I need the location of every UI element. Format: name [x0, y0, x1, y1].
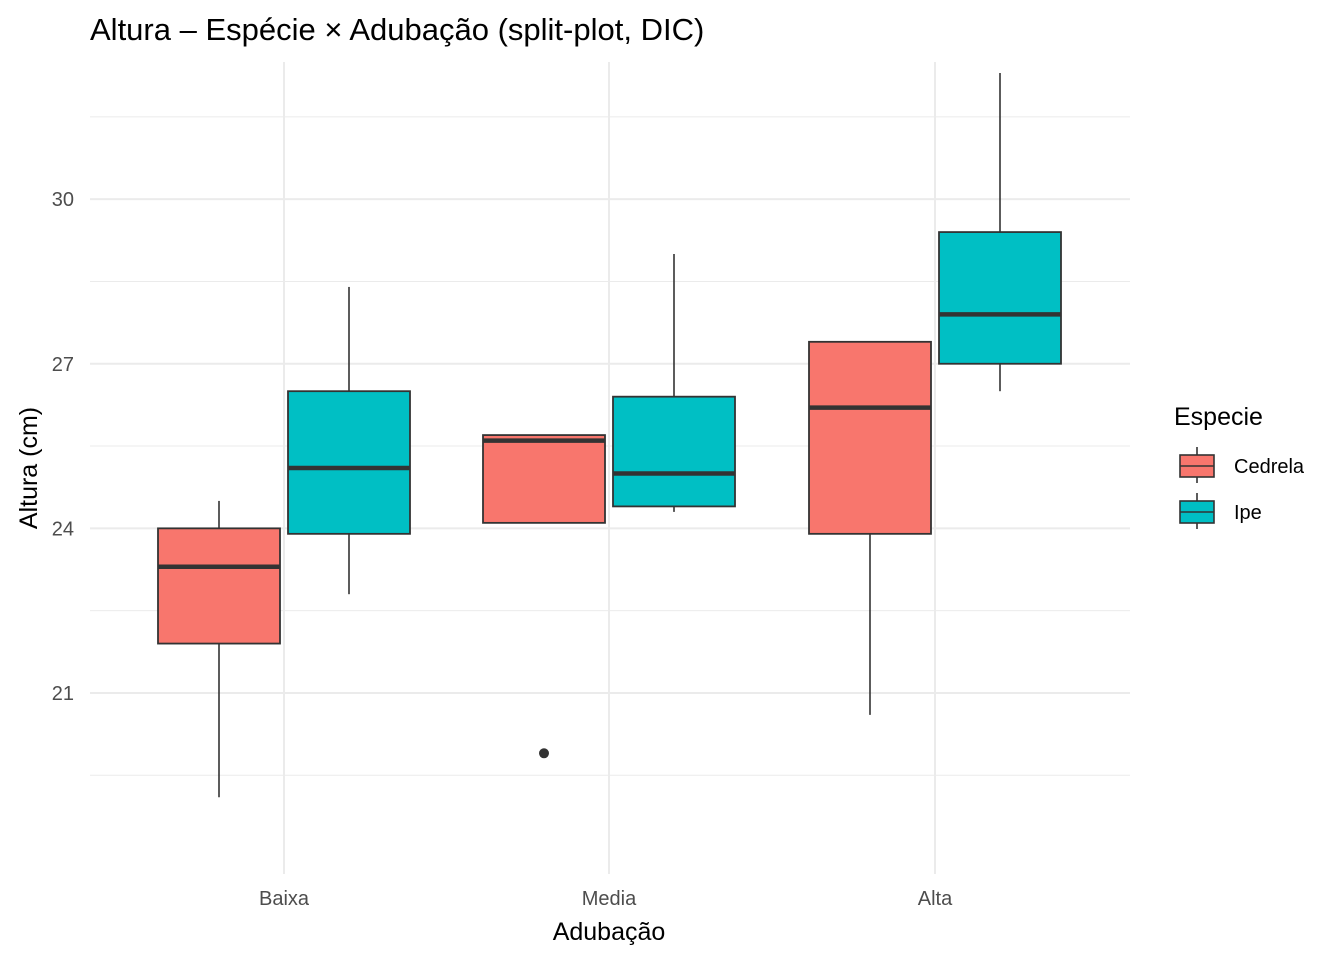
grid	[90, 62, 1130, 874]
axis-ticks: 21 24 27 30 Baixa Media Alta	[52, 189, 953, 910]
legend-label: Ipe	[1234, 502, 1262, 524]
box-iqr	[612, 395, 736, 508]
x-axis-title: Adubação	[553, 918, 666, 946]
y-tick-label: 30	[52, 189, 74, 211]
legend-item-cedrela: Cedrela	[1179, 447, 1305, 483]
box-iqr	[482, 434, 606, 524]
legend-item-ipe: Ipe	[1179, 493, 1262, 529]
boxplot-cedrela-media	[482, 434, 606, 759]
x-tick-label: Media	[582, 888, 637, 910]
x-tick-label: Alta	[918, 888, 953, 910]
y-tick-label: 27	[52, 354, 74, 376]
box-iqr	[287, 390, 411, 535]
outlier-point	[539, 748, 549, 759]
legend-label: Cedrela	[1234, 456, 1305, 478]
boxplot-ipe-media	[612, 254, 736, 512]
box-iqr	[938, 231, 1062, 365]
boxplot-ipe-baixa	[287, 286, 411, 595]
legend-title: Especie	[1174, 403, 1263, 431]
boxplot-cedrela-baixa	[157, 500, 281, 798]
boxplot-cedrela-alta	[808, 340, 932, 715]
box-iqr	[157, 527, 281, 645]
box-iqr	[808, 340, 932, 535]
boxplot-ipe-alta	[938, 72, 1062, 392]
y-tick-label: 21	[52, 683, 74, 705]
legend-keys: Cedrela Ipe	[1179, 447, 1305, 529]
y-tick-label: 24	[52, 518, 74, 540]
legend: Especie Cedrela Ipe	[1174, 403, 1305, 529]
boxplots	[157, 72, 1062, 798]
x-tick-label: Baixa	[259, 888, 310, 910]
chart-title: Altura – Espécie × Adubação (split-plot,…	[90, 12, 704, 47]
y-axis-title: Altura (cm)	[15, 407, 43, 529]
